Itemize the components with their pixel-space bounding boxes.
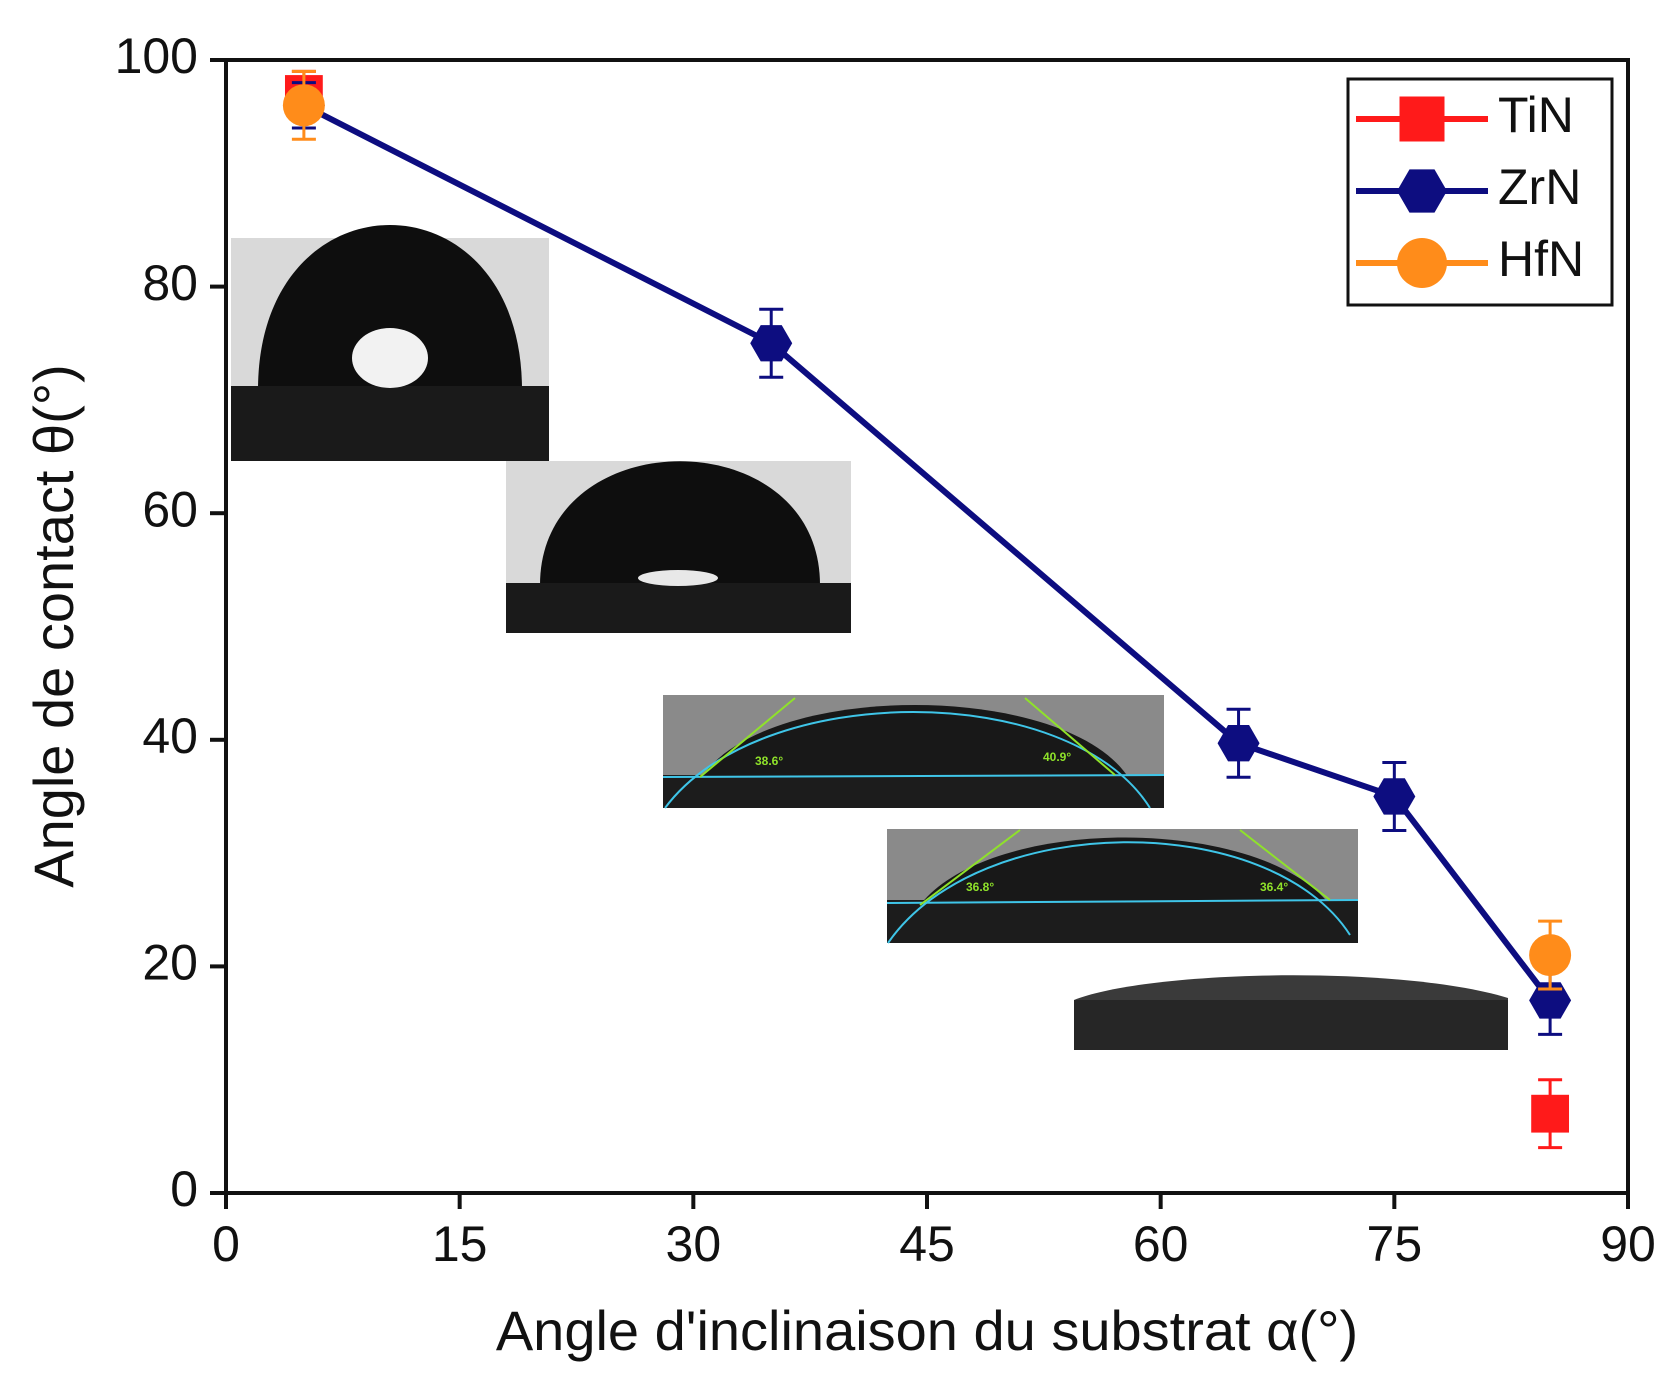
x-tick-label: 0 (212, 1216, 240, 1272)
y-tick-label: 80 (142, 255, 198, 311)
inset-photo (1074, 972, 1508, 1050)
legend-label: ZrN (1498, 159, 1581, 215)
legend-label: HfN (1498, 231, 1584, 287)
legend-label: TiN (1498, 87, 1574, 143)
inset-label: 36.8° (966, 880, 994, 894)
y-axis-label: Angle de contact θ(°) (22, 364, 85, 888)
x-axis-label: Angle d'inclinaison du substrat α(°) (496, 1299, 1358, 1362)
y-tick-label: 20 (142, 935, 198, 991)
x-tick-label: 60 (1133, 1216, 1189, 1272)
marker (750, 325, 793, 362)
y-tick-label: 100 (115, 28, 198, 84)
x-tick-label: 45 (899, 1216, 955, 1272)
inset-label: 38.6° (755, 754, 783, 768)
marker (1531, 1094, 1570, 1133)
legend-marker (1399, 96, 1445, 142)
marker (1529, 982, 1572, 1019)
y-tick-label: 60 (142, 481, 198, 537)
inset-label: 40.9° (1043, 750, 1071, 764)
inset-photo (231, 225, 549, 461)
x-tick-label: 15 (432, 1216, 488, 1272)
x-tick-label: 30 (666, 1216, 722, 1272)
x-tick-label: 75 (1367, 1216, 1423, 1272)
inset-photo (662, 695, 1165, 809)
marker (1529, 934, 1572, 977)
y-tick-label: 40 (142, 708, 198, 764)
y-tick-label: 0 (170, 1161, 198, 1217)
marker (282, 84, 325, 127)
inset-photo (506, 461, 851, 633)
inset-photo (886, 829, 1359, 944)
marker (1373, 778, 1416, 815)
legend-marker (1397, 169, 1447, 213)
inset-label: 36.4° (1260, 880, 1288, 894)
legend-marker (1397, 238, 1447, 288)
x-tick-label: 90 (1600, 1216, 1656, 1272)
marker (1217, 725, 1260, 762)
